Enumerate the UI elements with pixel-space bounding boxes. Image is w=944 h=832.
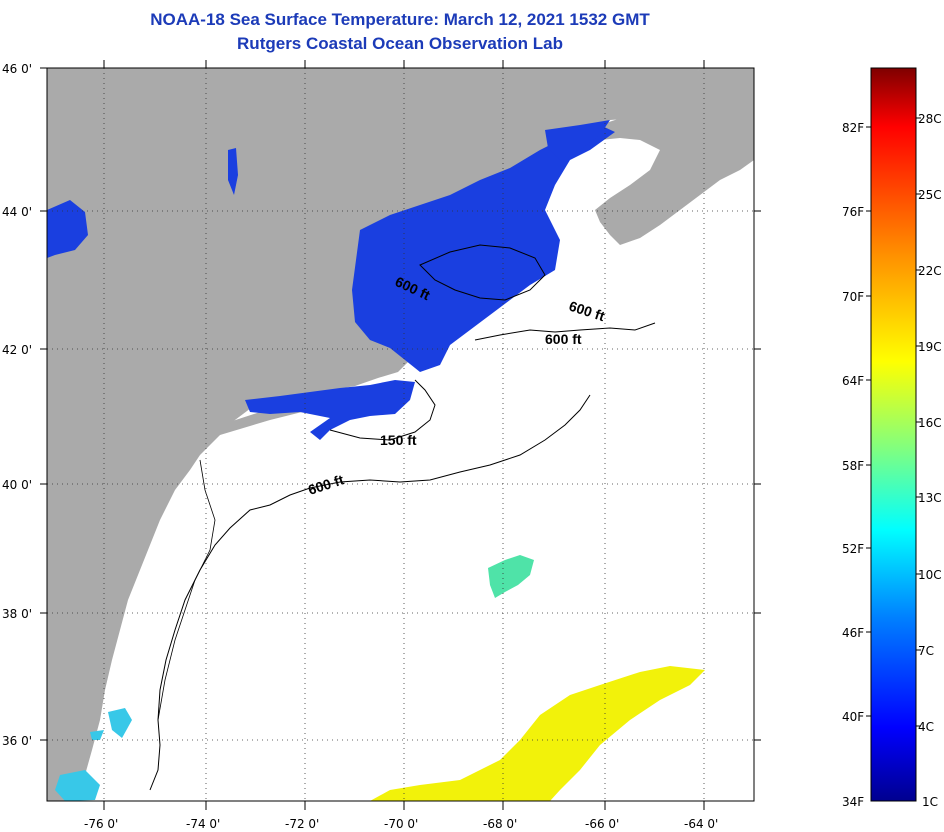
cold-water-lake bbox=[47, 200, 88, 258]
cold-water-lake-champlain bbox=[228, 148, 238, 195]
isobath-label: 150 ft bbox=[380, 432, 417, 448]
colorbar-fahrenheit-label: 40F bbox=[842, 710, 864, 724]
colorbar-celsius-label: 1C bbox=[922, 795, 938, 809]
colorbar-celsius-label: 16C bbox=[918, 416, 942, 430]
longitude-label: -68 0' bbox=[483, 817, 517, 831]
colorbar-fahrenheit-label: 76F bbox=[842, 205, 864, 219]
colorbar-celsius-label: 25C bbox=[918, 188, 942, 202]
colorbar-fahrenheit-label: 58F bbox=[842, 459, 864, 473]
warm-water-gulf-stream bbox=[370, 666, 705, 801]
colorbar-celsius-label: 7C bbox=[918, 644, 934, 658]
isobath-label: 600 ft bbox=[545, 331, 582, 347]
latitude-label: 42 0' bbox=[2, 343, 32, 357]
land-canada-maritimes bbox=[585, 68, 754, 245]
longitude-label: -76 0' bbox=[84, 817, 118, 831]
latitude-label: 46 0' bbox=[2, 62, 32, 76]
colorbar-celsius-label: 13C bbox=[918, 491, 942, 505]
map-title: NOAA-18 Sea Surface Temperature: March 1… bbox=[150, 10, 650, 29]
cyan-water-carolina bbox=[55, 770, 100, 801]
colorbar-fahrenheit-label: 52F bbox=[842, 542, 864, 556]
longitude-label: -72 0' bbox=[285, 817, 319, 831]
longitude-label: -74 0' bbox=[186, 817, 220, 831]
latitude-label: 44 0' bbox=[2, 205, 32, 219]
coastline-inner-shelf bbox=[157, 459, 216, 721]
mid-water-warm-core-ring bbox=[488, 555, 534, 598]
cyan-water-chesapeake bbox=[108, 708, 132, 738]
isobath-150ft bbox=[329, 379, 436, 441]
map-subtitle: Rutgers Coastal Ocean Observation Lab bbox=[237, 34, 563, 53]
colorbar-celsius-label: 22C bbox=[918, 264, 942, 278]
latitude-label: 40 0' bbox=[2, 478, 32, 492]
latitude-label: 38 0' bbox=[2, 607, 32, 621]
longitude-label: -66 0' bbox=[585, 817, 619, 831]
colorbar-fahrenheit-label: 82F bbox=[842, 121, 864, 135]
colorbar-celsius-label: 4C bbox=[918, 720, 934, 734]
colorbar-fahrenheit-label: 46F bbox=[842, 626, 864, 640]
isobath-600ft-gulf-of-maine bbox=[419, 244, 546, 301]
land-us-northeast bbox=[47, 68, 700, 801]
cold-water-gulf-of-maine bbox=[352, 125, 615, 372]
longitude-label: -64 0' bbox=[684, 817, 718, 831]
graticule bbox=[47, 68, 754, 801]
cold-water-southern-new-england bbox=[245, 380, 415, 440]
cold-water-gulf-of-maine-east bbox=[545, 120, 610, 160]
colorbar-fahrenheit-label: 70F bbox=[842, 290, 864, 304]
colorbar-celsius-label: 28C bbox=[918, 112, 942, 126]
colorbar-celsius-label: 19C bbox=[918, 340, 942, 354]
longitude-label: -70 0' bbox=[384, 817, 418, 831]
map-frame bbox=[46, 67, 755, 802]
isobath-shelf-break bbox=[149, 394, 591, 791]
isobath-600ft-georges bbox=[474, 322, 656, 341]
colorbar-celsius-label: 10C bbox=[918, 568, 942, 582]
colorbar-ticks bbox=[866, 117, 921, 727]
colorbar-fahrenheit-label: 64F bbox=[842, 374, 864, 388]
colorbar-fahrenheit-label: 34F bbox=[842, 795, 864, 809]
latitude-label: 36 0' bbox=[2, 734, 32, 748]
axis-ticks bbox=[40, 60, 761, 810]
cyan-water-small bbox=[90, 730, 104, 740]
temperature-colorbar bbox=[870, 67, 917, 802]
